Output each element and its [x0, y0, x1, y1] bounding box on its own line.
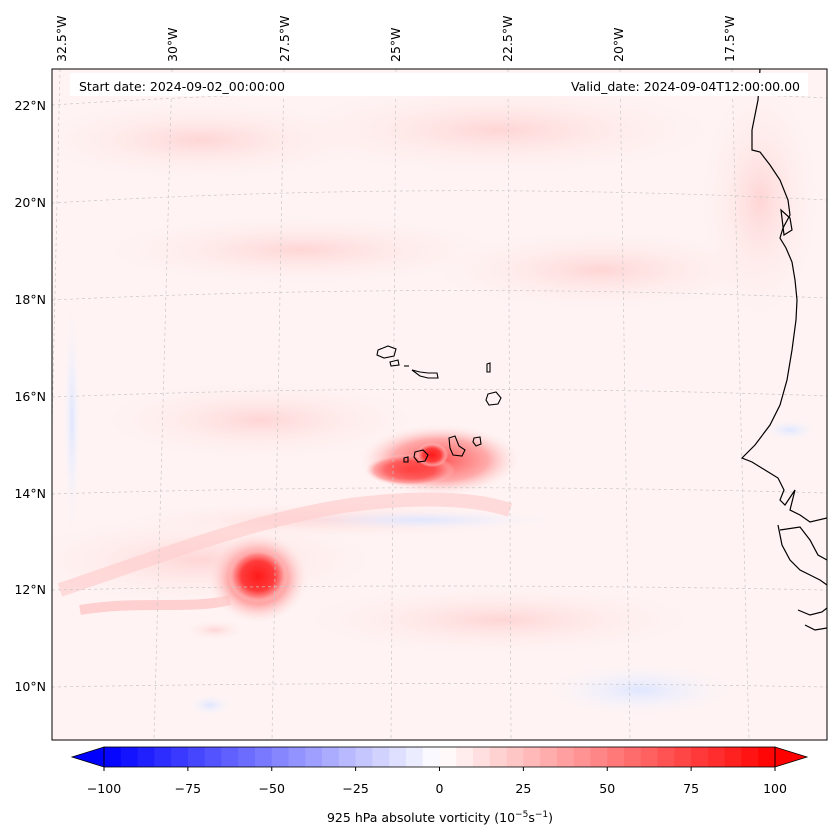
- colorbar-segment: [489, 747, 508, 767]
- island-boa-vista: [485, 391, 502, 406]
- island-santo-antao: [376, 345, 397, 359]
- longitude-label: 22.5°W: [500, 16, 515, 62]
- colorbar-segment: [338, 747, 357, 767]
- longitude-label: 20°W: [611, 27, 626, 62]
- colorbar-max-extend-arrow: [774, 746, 809, 768]
- colorbar-segment: [405, 747, 424, 767]
- colorbar-segment: [691, 747, 709, 767]
- colorbar-segment: [120, 747, 139, 767]
- longitude-label: 30°W: [165, 27, 180, 62]
- coastlines: [740, 69, 827, 631]
- colorbar-ticks: −100 −75 −50 −25 0 25 50 75 100: [87, 767, 787, 796]
- colorbar-segment: [322, 747, 340, 767]
- vorticity-field: [52, 69, 827, 740]
- colorbar-segment: [540, 747, 558, 767]
- colorbar-min-extend-arrow: [70, 746, 105, 768]
- colorbar-segment: [506, 747, 524, 767]
- colorbar-segment: [439, 747, 457, 767]
- map-frame: [51, 68, 828, 741]
- colorbar-tick-label: 50: [599, 781, 615, 796]
- colorbar-tick-label: 0: [436, 781, 444, 796]
- colorbar-segments: [104, 747, 776, 767]
- island-sao-vicente: [389, 359, 400, 367]
- colorbar-tick-label: 75: [683, 781, 699, 796]
- island-santiago: [448, 435, 466, 457]
- colorbar-label: 925 hPa absolute vorticity (10−5s−1): [327, 810, 553, 825]
- island-fogo: [413, 449, 429, 463]
- latitude-label: 18°N: [14, 292, 46, 307]
- island-brava: [403, 456, 409, 463]
- colorbar-segment: [171, 747, 189, 767]
- colorbar-segment: [372, 747, 390, 767]
- colorbar-segment: [657, 747, 675, 767]
- latitude-label: 22°N: [14, 98, 46, 113]
- longitude-label: 32.5°W: [54, 16, 69, 62]
- colorbar-segment: [556, 747, 575, 767]
- island-sal: [486, 362, 491, 373]
- colorbar: −100 −75 −50 −25 0 25 50 75 100 925 hPa absolute…: [70, 746, 809, 825]
- colorbar-segment: [624, 747, 642, 767]
- colorbar-segment: [674, 747, 692, 767]
- longitude-label: 25°W: [388, 27, 403, 62]
- colorbar-segment: [422, 747, 440, 767]
- date-header-box: [70, 73, 808, 96]
- latitude-label: 16°N: [14, 389, 46, 404]
- colorbar-segment: [456, 747, 474, 767]
- latitude-label: 12°N: [14, 582, 46, 597]
- colorbar-tick-label: −25: [342, 781, 368, 796]
- gridlines: [52, 69, 827, 740]
- colorbar-tick-label: −75: [175, 781, 201, 796]
- colorbar-segment: [137, 747, 155, 767]
- colorbar-segment: [573, 747, 591, 767]
- island-sao-nicolau: [411, 369, 439, 379]
- latitude-label: 14°N: [14, 486, 46, 501]
- colorbar-segment: [204, 747, 222, 767]
- colorbar-segment: [640, 747, 659, 767]
- longitude-labels: 32.5°W 30°W 27.5°W 25°W 22.5°W 20°W 17.5°W: [54, 16, 737, 62]
- colorbar-segment: [355, 747, 373, 767]
- colorbar-segment: [707, 747, 726, 767]
- colorbar-segment: [607, 747, 625, 767]
- colorbar-tick-label: 25: [515, 781, 531, 796]
- west-africa-coastline: [740, 69, 827, 523]
- colorbar-segment: [523, 747, 541, 767]
- map-panel: Start date: 2024-09-02_00:00:00 Valid_da…: [14, 16, 828, 741]
- colorbar-segment: [238, 747, 256, 767]
- colorbar-segment: [221, 747, 239, 767]
- colorbar-tick-label: −50: [259, 781, 285, 796]
- longitude-label: 27.5°W: [277, 16, 292, 62]
- colorbar-segment: [187, 747, 206, 767]
- colorbar-tick-label: 100: [763, 781, 787, 796]
- island-maio: [472, 436, 482, 447]
- latitude-label: 10°N: [14, 679, 46, 694]
- colorbar-segment: [288, 747, 306, 767]
- longitude-label: 17.5°W: [722, 16, 737, 62]
- colorbar-segment: [389, 747, 407, 767]
- colorbar-segment: [104, 747, 122, 767]
- colorbar-segment: [724, 747, 742, 767]
- colorbar-segment: [271, 747, 290, 767]
- cape-verde-islands: [376, 345, 502, 463]
- colorbar-segment: [590, 747, 608, 767]
- colorbar-segment: [741, 747, 759, 767]
- valid-date-text: Valid_date: 2024-09-04T12:00:00.00: [571, 79, 800, 94]
- colorbar-segment: [254, 747, 273, 767]
- latitude-label: 20°N: [14, 195, 46, 210]
- start-date-text: Start date: 2024-09-02_00:00:00: [79, 79, 285, 94]
- colorbar-segment: [305, 747, 323, 767]
- latitude-labels: 22°N 20°N 18°N 16°N 14°N 12°N 10°N: [14, 98, 46, 694]
- colorbar-segment: [154, 747, 172, 767]
- colorbar-tick-label: −100: [87, 781, 121, 796]
- colorbar-segment: [758, 747, 776, 767]
- colorbar-segment: [473, 747, 491, 767]
